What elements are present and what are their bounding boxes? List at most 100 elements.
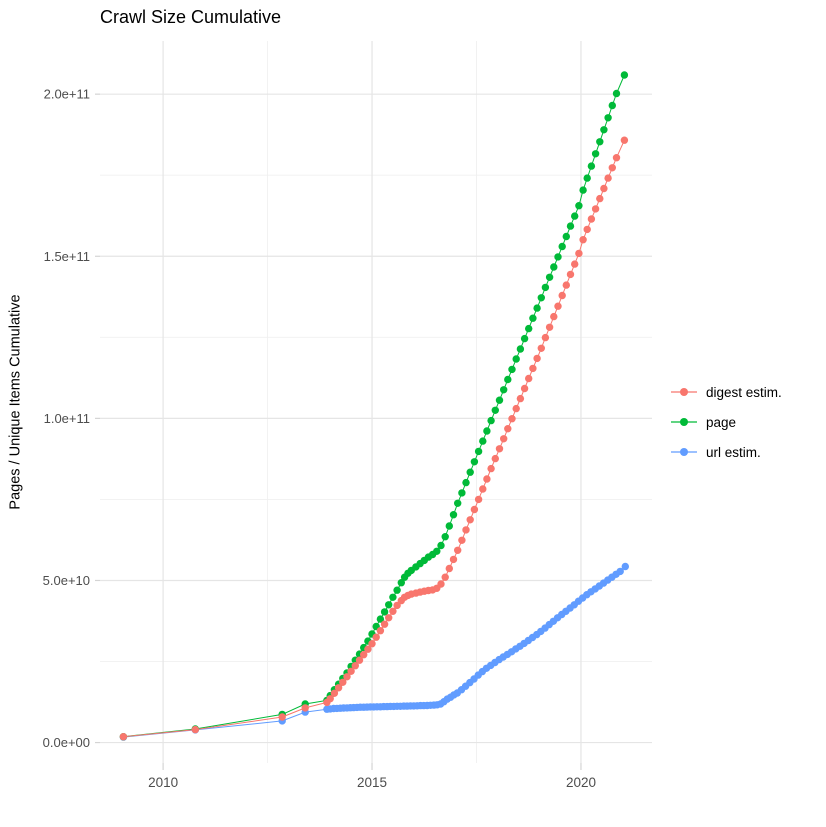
data-point [529, 314, 537, 322]
data-point [441, 573, 449, 581]
y-tick-label: 5.0e+10 [43, 573, 90, 588]
data-point [449, 555, 458, 564]
data-point [393, 601, 401, 610]
data-point [504, 375, 512, 384]
data-point [525, 374, 533, 383]
data-point [620, 136, 629, 144]
data-point [516, 394, 525, 403]
data-point [487, 464, 495, 473]
data-point [433, 547, 441, 555]
data-point [566, 222, 575, 230]
data-point [339, 678, 347, 686]
data-point [537, 344, 545, 352]
data-point [437, 580, 445, 588]
data-point [445, 522, 453, 530]
data-point [380, 608, 389, 616]
data-point [537, 294, 545, 302]
data-point [520, 384, 529, 393]
data-point [393, 586, 401, 594]
data-point [462, 478, 470, 487]
legend-item-page: page [670, 407, 782, 437]
data-point [533, 304, 541, 312]
series-url-estim-points [119, 562, 629, 741]
data-point [360, 651, 368, 659]
data-point [500, 435, 508, 443]
data-point [470, 505, 479, 514]
data-point [620, 71, 629, 79]
data-point [596, 194, 604, 203]
series-url-estim-line [123, 566, 626, 738]
data-point [470, 458, 479, 466]
data-point [449, 511, 458, 519]
data-point [355, 656, 364, 664]
data-point [554, 302, 562, 310]
data-point [508, 365, 516, 374]
data-point [278, 713, 286, 721]
data-point [550, 312, 558, 321]
data-point [483, 427, 491, 435]
data-point [397, 579, 405, 587]
data-point [583, 225, 591, 234]
data-point [376, 627, 385, 635]
data-point [474, 447, 483, 456]
series-page-line [123, 74, 625, 738]
data-point [541, 333, 550, 342]
data-point [491, 406, 499, 414]
data-point [458, 536, 466, 544]
data-point [608, 101, 616, 110]
legend-key-url-estim-icon [671, 448, 697, 456]
data-point [545, 273, 554, 281]
data-point [385, 601, 393, 609]
series-digest-estim-line [123, 139, 625, 738]
legend-label: url estim. [706, 444, 761, 460]
data-point [612, 154, 621, 162]
data-point [533, 354, 541, 363]
data-point [558, 291, 566, 300]
data-point [545, 323, 554, 331]
data-point [330, 689, 339, 697]
data-point [600, 126, 608, 134]
data-point [575, 202, 583, 210]
data-point [562, 281, 570, 289]
data-point [495, 445, 504, 453]
y-tick-label: 2.0e+11 [44, 87, 90, 102]
data-point [376, 615, 385, 623]
x-tick-label: 2020 [566, 775, 596, 790]
data-point [583, 174, 591, 182]
data-point [441, 533, 449, 541]
data-point [462, 526, 470, 534]
legend: digest estim. page url estim. [670, 377, 782, 467]
legend-item-url-estim: url estim. [670, 437, 782, 467]
data-point [579, 236, 587, 244]
data-point [591, 150, 600, 158]
data-point [591, 205, 600, 213]
data-point [454, 499, 462, 507]
data-point [512, 404, 520, 413]
chart-title: Crawl Size Cumulative [100, 7, 282, 27]
data-point [558, 242, 566, 251]
data-point [520, 334, 529, 343]
data-point [385, 614, 393, 622]
data-point [389, 607, 397, 615]
data-point [445, 564, 453, 573]
legend-label: digest estim. [706, 384, 782, 400]
data-point [483, 475, 491, 483]
data-point [479, 485, 487, 493]
data-point [571, 260, 579, 268]
data-point [616, 567, 624, 576]
data-point [301, 704, 309, 712]
data-point [621, 562, 629, 571]
data-point [466, 468, 474, 476]
data-point [587, 215, 596, 223]
data-point [466, 516, 474, 524]
y-axis-title-text: Pages / Unique Items Cumulative [8, 294, 24, 510]
legend-key-digest-estim-icon [671, 388, 697, 396]
data-point [541, 283, 550, 292]
data-point [500, 386, 508, 394]
legend-key-page-icon [671, 418, 697, 426]
data-point [554, 253, 562, 261]
legend-label: page [706, 414, 737, 430]
data-point [612, 89, 621, 98]
